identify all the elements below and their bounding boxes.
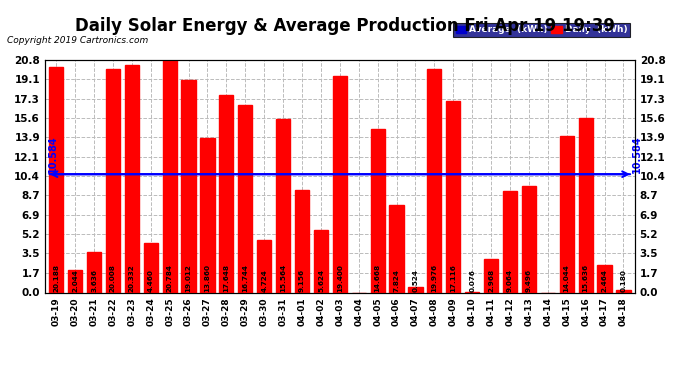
Text: 15.564: 15.564 (280, 264, 286, 292)
Bar (598, 265, 611, 292)
Text: 13.860: 13.860 (204, 264, 210, 292)
Bar (238, 105, 253, 292)
Text: 19.976: 19.976 (431, 264, 437, 292)
Bar (389, 205, 404, 292)
Text: 9.156: 9.156 (299, 269, 305, 292)
Text: 10.584: 10.584 (632, 135, 642, 172)
Text: 2.464: 2.464 (602, 269, 608, 292)
Bar (484, 260, 498, 292)
Text: 15.636: 15.636 (582, 264, 589, 292)
Bar (276, 118, 290, 292)
Text: Daily Solar Energy & Average Production Fri Apr 19 19:39: Daily Solar Energy & Average Production … (75, 17, 615, 35)
Bar (163, 60, 177, 292)
Bar (125, 65, 139, 292)
Text: 20.188: 20.188 (53, 264, 59, 292)
Bar (616, 291, 631, 292)
Text: 3.636: 3.636 (91, 269, 97, 292)
Bar (560, 135, 574, 292)
Text: 20.784: 20.784 (167, 264, 172, 292)
Text: 14.668: 14.668 (375, 264, 381, 292)
Bar (106, 69, 120, 292)
Text: 14.044: 14.044 (564, 264, 570, 292)
Text: 16.744: 16.744 (242, 264, 248, 292)
Text: 0.076: 0.076 (469, 269, 475, 292)
Bar (446, 101, 460, 292)
Bar (181, 80, 196, 292)
Bar (68, 270, 82, 292)
Text: 17.116: 17.116 (451, 264, 456, 292)
Text: 0.180: 0.180 (620, 269, 627, 292)
Legend: Average  (kWh), Daily  (kWh): Average (kWh), Daily (kWh) (453, 22, 630, 37)
Text: 9.496: 9.496 (526, 269, 532, 292)
Bar (295, 190, 309, 292)
Text: 17.648: 17.648 (224, 264, 229, 292)
Text: 20.008: 20.008 (110, 264, 116, 292)
Text: 7.824: 7.824 (393, 269, 400, 292)
Text: 10.584: 10.584 (48, 135, 58, 172)
Bar (371, 129, 385, 292)
Bar (200, 138, 215, 292)
Bar (219, 95, 233, 292)
Bar (522, 186, 536, 292)
Bar (144, 243, 158, 292)
Text: 9.064: 9.064 (507, 269, 513, 292)
Bar (427, 69, 442, 292)
Bar (503, 191, 517, 292)
Text: Copyright 2019 Cartronics.com: Copyright 2019 Cartronics.com (7, 36, 148, 45)
Text: 4.460: 4.460 (148, 269, 154, 292)
Bar (257, 240, 271, 292)
Text: 20.332: 20.332 (129, 264, 135, 292)
Text: 4.724: 4.724 (262, 269, 267, 292)
Bar (49, 67, 63, 292)
Text: 19.012: 19.012 (186, 264, 192, 292)
Text: 5.624: 5.624 (318, 269, 324, 292)
Text: 2.044: 2.044 (72, 269, 78, 292)
Bar (333, 76, 347, 292)
Bar (87, 252, 101, 292)
Bar (578, 118, 593, 292)
Text: 19.400: 19.400 (337, 264, 343, 292)
Text: 2.968: 2.968 (488, 269, 494, 292)
Bar (408, 286, 422, 292)
Text: 0.524: 0.524 (413, 269, 418, 292)
Bar (314, 230, 328, 292)
